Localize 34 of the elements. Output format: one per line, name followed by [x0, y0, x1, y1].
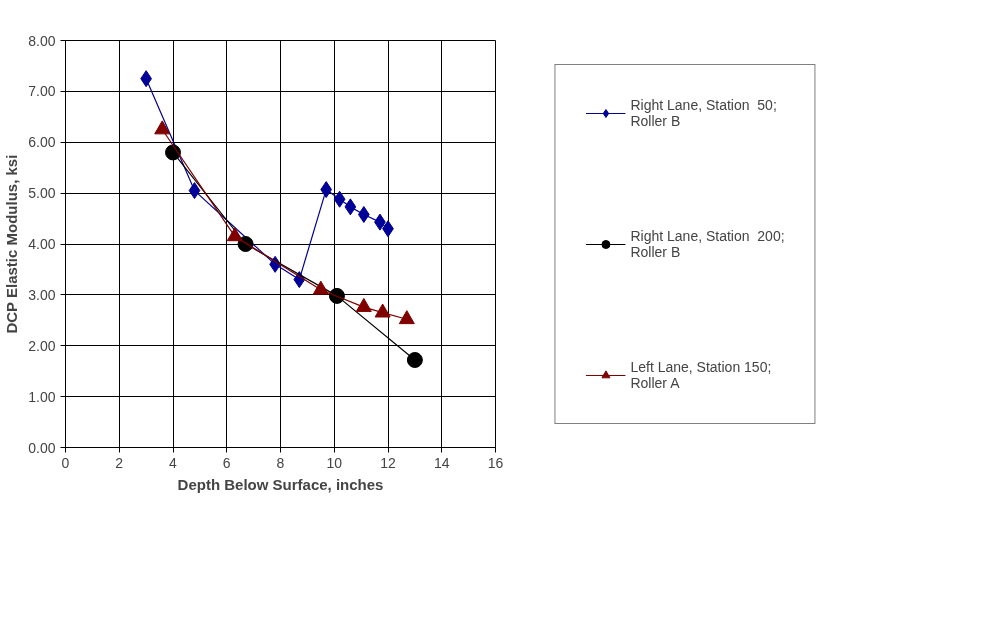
- legend-label: Right Lane, Station 200; Roller B: [630, 226, 785, 262]
- y-tick-label: 3.00: [28, 286, 56, 303]
- point: [188, 182, 201, 200]
- point: [320, 181, 333, 199]
- y-axis-title: DCP Elastic Modulus, ksi: [3, 154, 21, 334]
- point: [357, 205, 370, 223]
- y-tick-label: 8.00: [28, 32, 56, 49]
- y-tick-label: 0.00: [28, 439, 56, 456]
- x-tick-label: 4: [169, 454, 178, 471]
- point: [406, 352, 423, 368]
- point: [312, 280, 329, 295]
- x-tick-label: 10: [326, 454, 343, 471]
- y-tick-label: 4.00: [28, 236, 56, 252]
- point: [355, 297, 372, 312]
- point: [398, 310, 415, 325]
- point: [374, 303, 391, 318]
- x-tick-label: 2: [115, 454, 124, 471]
- x-tick-label: 16: [487, 454, 504, 471]
- y-tick-label: 2.00: [28, 337, 56, 354]
- y-tick-label: 6.00: [28, 134, 56, 151]
- x-tick-label: 6: [222, 454, 231, 471]
- legend-label: Right Lane, Station 50; Roller B: [630, 95, 777, 131]
- x-tick-label: 12: [380, 454, 396, 471]
- x-axis-title: Depth Below Surface, inches: [177, 475, 384, 493]
- y-tick-label: 7.00: [28, 83, 56, 100]
- y-tick-label: 5.00: [28, 185, 56, 202]
- point: [226, 227, 243, 242]
- x-tick-label: 8: [276, 454, 285, 471]
- x-tick-label: 14: [433, 454, 450, 471]
- point: [344, 198, 357, 216]
- point: [333, 190, 346, 208]
- legend-label: Left Lane, Station 150; Roller A: [630, 357, 772, 393]
- y-tick-label: 1.00: [28, 388, 56, 405]
- x-tick-label: 0: [61, 454, 70, 471]
